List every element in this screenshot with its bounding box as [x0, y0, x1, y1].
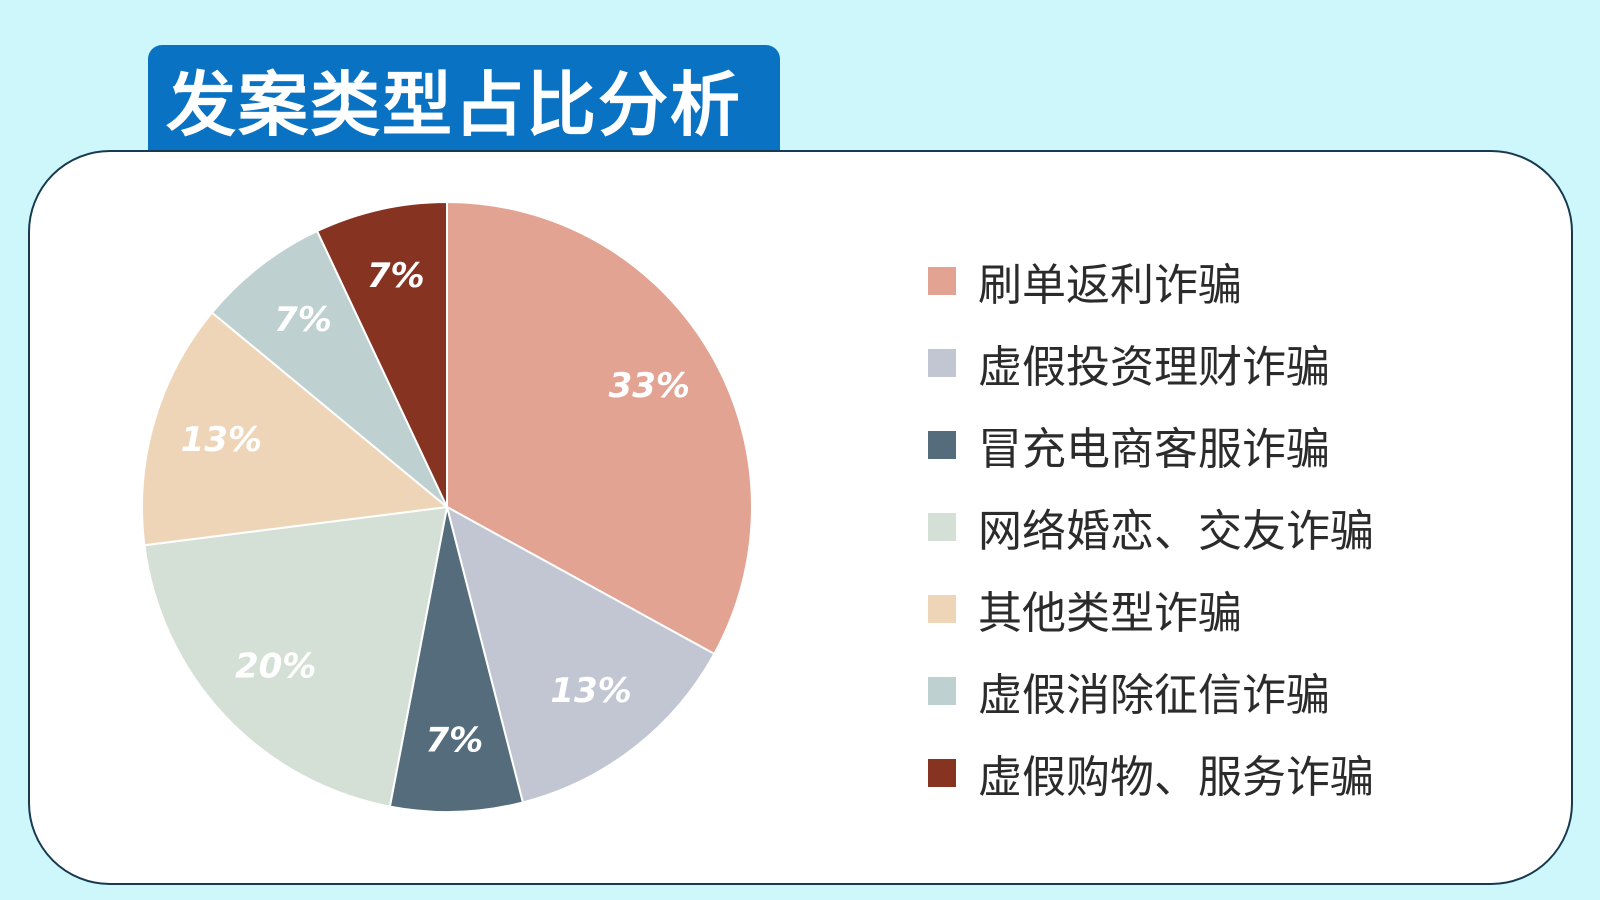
- legend-swatch: [928, 349, 956, 377]
- legend-item: 虚假消除征信诈骗: [928, 650, 1374, 732]
- legend-label: 冒充电商客服诈骗: [978, 424, 1330, 475]
- title-tab: 发案类型占比分析: [148, 45, 780, 153]
- legend-item: 其他类型诈骗: [928, 568, 1374, 650]
- legend-item: 网络婚恋、交友诈骗: [928, 486, 1374, 568]
- pie-slice: [445, 505, 716, 804]
- legend-swatch: [928, 267, 956, 295]
- slice-percent-label: 7%: [274, 300, 332, 340]
- legend-label: 虚假购物、服务诈骗: [978, 752, 1374, 803]
- slice-percent-label: 7%: [426, 720, 484, 760]
- slice-percent-label: 20%: [235, 646, 316, 686]
- legend-swatch: [928, 759, 956, 787]
- legend: 刷单返利诈骗虚假投资理财诈骗 冒充电商客服诈骗 网络婚恋、交友诈骗 其他类型诈骗虚假消…: [928, 240, 1374, 814]
- legend-item: 虚假投资理财诈骗: [928, 322, 1374, 404]
- pie-slice: [388, 506, 525, 813]
- legend-label: 网络婚恋、交友诈骗: [978, 506, 1374, 557]
- legend-swatch: [928, 513, 956, 541]
- pie-slice: [446, 200, 753, 656]
- legend-item: 刷单返利诈骗: [928, 240, 1374, 322]
- pie-slice: [315, 200, 448, 508]
- pie-slice: [141, 311, 450, 547]
- slice-percent-label: 13%: [550, 671, 631, 711]
- slice-percent-label: 7%: [367, 256, 425, 296]
- page-title: 发案类型占比分析: [166, 63, 742, 146]
- pie-slice: [210, 229, 448, 508]
- slice-percent-label: 33%: [609, 366, 690, 406]
- pie-slice: [143, 505, 449, 808]
- legend-swatch: [928, 595, 956, 623]
- legend-swatch: [928, 431, 956, 459]
- legend-label: 虚假投资理财诈骗: [978, 342, 1330, 393]
- legend-item: 虚假购物、服务诈骗: [928, 732, 1374, 814]
- legend-label: 刷单返利诈骗: [978, 260, 1242, 311]
- slice-percent-label: 13%: [181, 420, 262, 460]
- legend-item: 冒充电商客服诈骗: [928, 404, 1374, 486]
- legend-label: 其他类型诈骗: [978, 588, 1242, 639]
- legend-label: 虚假消除征信诈骗: [978, 670, 1330, 721]
- legend-swatch: [928, 677, 956, 705]
